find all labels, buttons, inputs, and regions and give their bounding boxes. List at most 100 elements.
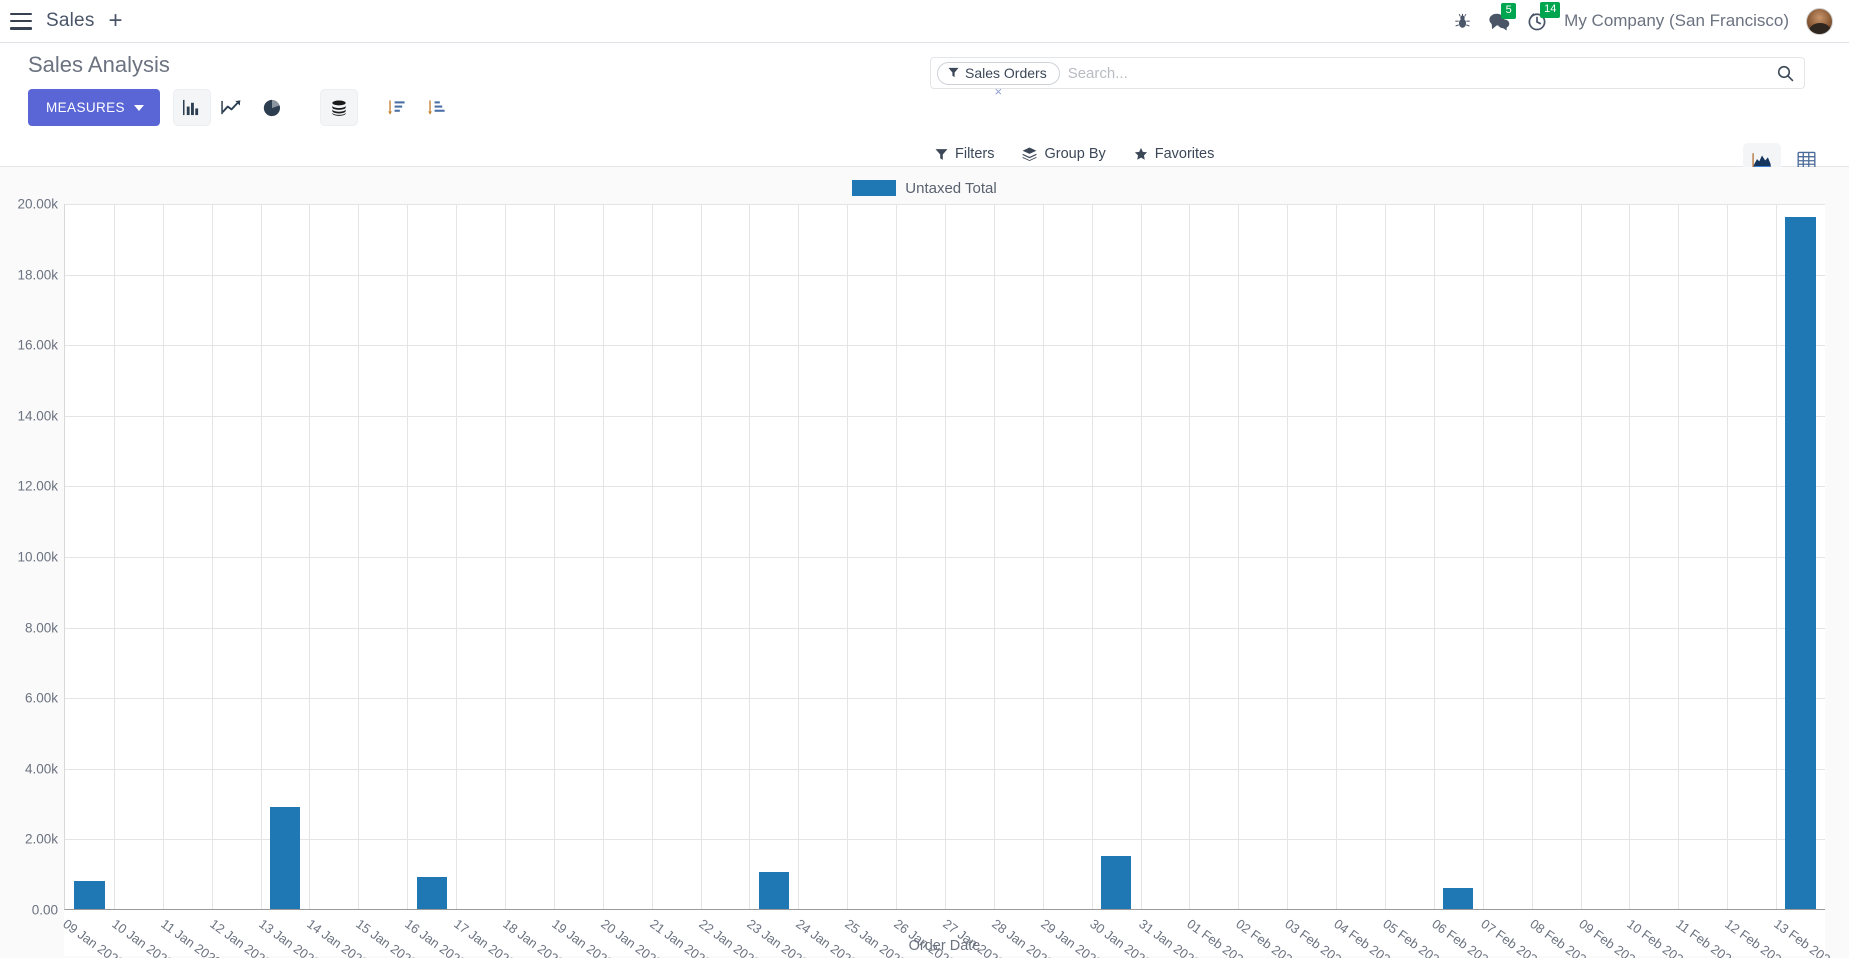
x-gridline <box>1482 204 1484 909</box>
filter-icon <box>935 148 948 160</box>
chart-bar[interactable] <box>416 877 447 909</box>
x-gridline <box>1091 204 1093 909</box>
company-switcher[interactable]: My Company (San Francisco) <box>1564 11 1789 30</box>
x-gridline <box>798 204 800 909</box>
area-chart-icon <box>1752 152 1772 167</box>
filters-menu[interactable]: Filters <box>935 146 994 162</box>
chart-bar[interactable] <box>1785 217 1816 909</box>
top-navbar: Sales + 5 <box>0 0 1849 43</box>
control-panel-row: MEASURES <box>28 89 1827 127</box>
line-chart-icon[interactable] <box>213 89 251 126</box>
x-gridline <box>749 204 751 909</box>
x-gridline <box>1287 204 1289 909</box>
x-gridline <box>211 204 213 909</box>
x-gridline <box>1678 204 1680 909</box>
page-title: Sales Analysis <box>28 52 170 77</box>
hamburger-menu-icon[interactable] <box>10 12 32 30</box>
chart-bar[interactable] <box>758 871 790 909</box>
y-axis-tick-label: 18.00k <box>17 267 58 283</box>
x-gridline <box>945 204 946 909</box>
search-facet-sales-orders[interactable]: Sales Orders × <box>937 61 1060 98</box>
x-gridline <box>1189 204 1191 909</box>
new-tab-button[interactable]: + <box>108 7 123 34</box>
x-gridline <box>260 204 262 909</box>
y-axis-tick-label: 20.00k <box>17 196 58 212</box>
graph-view: Untaxed Total 0.00 2.00k 4.00k 6.00k 8.00k 10… <box>0 167 1849 958</box>
x-gridline <box>1140 204 1142 909</box>
sort-descending-icon[interactable] <box>378 89 416 126</box>
chart-option-button-group <box>319 89 456 127</box>
bar-chart-icon[interactable] <box>172 89 211 127</box>
chart-bar[interactable] <box>269 806 301 909</box>
user-avatar[interactable] <box>1806 7 1833 35</box>
chart-bar[interactable] <box>74 881 105 909</box>
chart-type-button-group <box>172 89 291 127</box>
messages-icon[interactable]: 5 <box>1488 2 1517 31</box>
plot-outer: 0.00 2.00k 4.00k 6.00k 8.00k 10.00k 12.00k 14.0… <box>0 197 1849 958</box>
plot-area: 0.00 2.00k 4.00k 6.00k 8.00k 10.00k 12.00k 14.0… <box>17 197 1839 958</box>
systray: 5 14 My Company (San Francisco) <box>1454 2 1837 35</box>
x-gridline <box>1336 204 1338 909</box>
x-gridline <box>1433 204 1435 909</box>
legend-swatch[interactable] <box>852 180 897 196</box>
y-axis-tick-label: 0.00 <box>31 902 58 918</box>
x-gridline <box>1531 204 1533 909</box>
control-panel: Sales Analysis MEASURES <box>0 43 1849 177</box>
group-by-menu-label: Group By <box>1044 146 1106 162</box>
x-gridline <box>1580 204 1582 909</box>
group-by-menu[interactable]: Group By <box>1022 146 1106 162</box>
search-bar[interactable]: Sales Orders × <box>930 57 1805 98</box>
x-gridline <box>1042 204 1044 909</box>
x-gridline <box>1727 204 1729 909</box>
x-gridline <box>896 204 898 909</box>
y-axis-tick-label: 16.00k <box>17 337 58 353</box>
search-icon[interactable] <box>1777 65 1794 82</box>
bug-icon[interactable] <box>1454 13 1471 30</box>
current-app-name[interactable]: Sales <box>46 10 95 31</box>
x-gridline <box>847 204 849 909</box>
search-input[interactable] <box>1059 64 1777 82</box>
x-gridline <box>505 204 506 909</box>
search-facet-label: Sales Orders <box>965 64 1047 81</box>
search-dropdown-menus: Filters Group By Favorites <box>935 146 1214 162</box>
stacked-icon[interactable] <box>319 89 358 127</box>
navbar-left: Sales + <box>10 9 123 33</box>
measures-button[interactable]: MEASURES <box>28 89 160 127</box>
clock-activities-icon[interactable]: 14 <box>1527 2 1561 31</box>
x-gridline <box>993 204 995 909</box>
x-gridline <box>651 204 653 909</box>
y-axis-tick-label: 10.00k <box>17 549 58 565</box>
filters-menu-label: Filters <box>955 146 995 162</box>
x-gridline <box>553 204 555 909</box>
search-facet-remove-icon[interactable]: × <box>994 83 1003 99</box>
y-axis-tick-label: 6.00k <box>24 690 58 706</box>
x-gridline <box>309 204 311 909</box>
legend-label[interactable]: Untaxed Total <box>905 179 997 197</box>
chart-legend: Untaxed Total <box>0 167 1849 200</box>
y-axis-tick-label: 4.00k <box>24 761 58 777</box>
x-gridline <box>162 204 164 909</box>
chart-bar[interactable] <box>1443 887 1474 909</box>
measures-button-label: MEASURES <box>46 100 125 116</box>
sort-ascending-icon[interactable] <box>418 89 456 126</box>
chart-canvas[interactable]: 0.00 2.00k 4.00k 6.00k 8.00k 10.00k 12.00k 14.0… <box>17 197 1839 958</box>
activities-count-badge: 14 <box>1540 2 1561 18</box>
x-gridline <box>358 204 360 909</box>
pie-chart-icon[interactable] <box>253 89 291 126</box>
chart-bar[interactable] <box>1100 856 1132 909</box>
filter-icon <box>948 67 959 78</box>
y-axis-tick-label: 12.00k <box>17 478 58 494</box>
x-gridline <box>1629 204 1631 909</box>
x-gridline <box>1238 204 1240 909</box>
chevron-down-icon <box>133 104 144 111</box>
x-gridline <box>1776 204 1778 909</box>
x-gridline <box>407 204 409 909</box>
x-gridline <box>700 204 702 909</box>
x-gridline <box>1385 204 1386 909</box>
y-axis-tick-label: 14.00k <box>17 408 58 424</box>
y-axis-tick-label: 8.00k <box>24 620 58 636</box>
x-gridline <box>602 204 604 909</box>
x-gridline <box>456 204 458 909</box>
layers-icon <box>1023 147 1037 161</box>
favorites-menu[interactable]: Favorites <box>1134 146 1214 162</box>
